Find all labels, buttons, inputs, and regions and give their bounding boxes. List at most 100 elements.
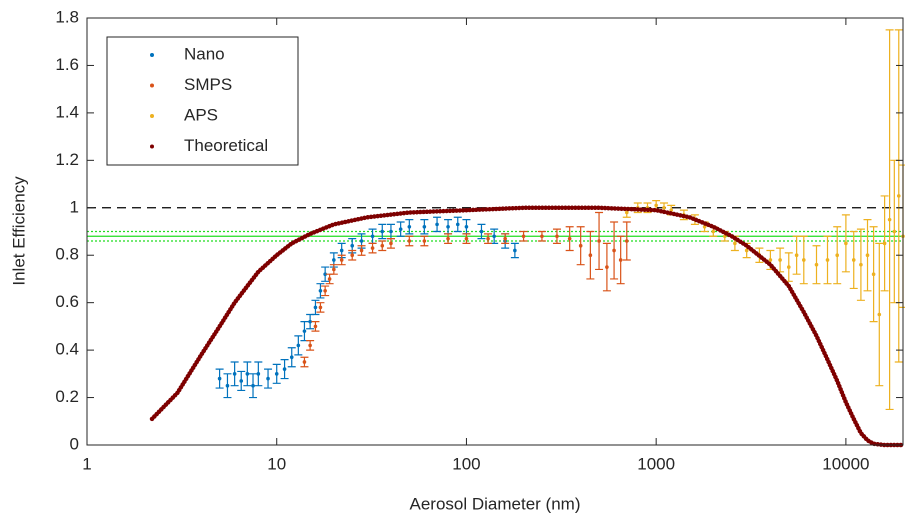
data-point [865,253,870,258]
x-tick-label: 1 [82,454,91,473]
data-point [370,246,375,250]
data-point [256,372,261,376]
data-point [339,248,344,253]
data-point [359,239,364,243]
data-point [380,229,385,234]
theoretical-curve [149,205,905,448]
data-point [370,234,375,239]
data-point [887,217,892,222]
data-point [323,272,327,277]
data-point [389,241,393,246]
data-point [605,265,609,269]
data-point [503,236,507,241]
data-point [422,239,427,243]
data-point [588,253,593,258]
y-tick-label: 0.2 [55,387,79,406]
data-point [422,224,427,229]
data-point [882,241,887,246]
data-point [624,210,629,215]
data-point [486,236,490,241]
x-tick-label: 1000 [637,454,675,473]
legend-label: SMPS [184,75,232,94]
data-point [624,239,629,243]
data-point [350,243,355,248]
y-tick-label: 0.4 [55,340,79,359]
data-point [446,236,450,241]
data-point [225,383,230,388]
data-point [896,194,901,198]
data-point [859,262,863,267]
data-point [513,248,517,253]
data-point [296,343,301,348]
legend-marker [150,53,154,57]
data-point [578,243,583,248]
x-axis-label: Aerosol Diameter (nm) [410,494,581,513]
data-point [289,355,294,360]
data-point [768,258,773,262]
data-point [350,253,355,258]
data-point [446,224,450,229]
data-point [389,229,393,234]
y-axis-label: Inlet Efficiency [9,176,28,286]
plot-frame [86,17,904,446]
data-point [380,243,385,248]
data-point [479,229,484,234]
data-point [521,234,526,239]
data-point [801,258,806,262]
legend-marker [150,83,154,88]
data-point [308,319,312,324]
data-point [308,343,312,348]
data-point [407,224,412,229]
data-point [217,376,222,381]
data-point [302,360,307,364]
x-tick-label: 10 [267,454,286,473]
data-point [786,265,791,269]
data-point [232,372,237,376]
data-point [851,258,856,262]
y-tick-label: 1.4 [55,102,79,121]
data-point [313,305,318,310]
data-point [323,289,327,293]
data-point [844,241,848,246]
data-point [332,258,336,262]
data-point [492,234,496,239]
y-tick-label: 1.6 [55,55,79,74]
data-point [327,277,332,281]
data-point [744,248,749,253]
x-tick-label: 100 [452,454,480,473]
data-point [318,305,323,310]
data-point [359,248,364,253]
data-point [835,253,840,258]
y-tick-label: 1.2 [55,150,79,169]
data-point [282,367,287,371]
data-point [892,229,897,234]
data-point [266,376,270,381]
y-tick-label: 1 [70,197,79,216]
data-point [654,203,658,208]
data-point [464,224,469,229]
data-point [318,289,323,293]
data-point [464,236,469,241]
data-point [733,241,737,246]
data-point [814,262,819,267]
data-point [332,267,336,272]
legend-box [106,36,299,166]
data-point [618,258,623,262]
legend-marker [150,114,154,118]
data-point [435,222,439,227]
data-point [239,379,244,383]
data-point [407,239,412,243]
data-point [274,372,279,376]
y-tick-label: 0 [70,434,79,453]
data-point [871,272,876,277]
data-point [711,229,716,234]
data-point [313,324,318,329]
data-point [794,253,799,258]
data-point [455,222,460,227]
data-point [555,234,559,239]
legend-marker [150,144,154,149]
data-point [398,227,403,231]
y-tick-label: 0.6 [55,292,79,311]
